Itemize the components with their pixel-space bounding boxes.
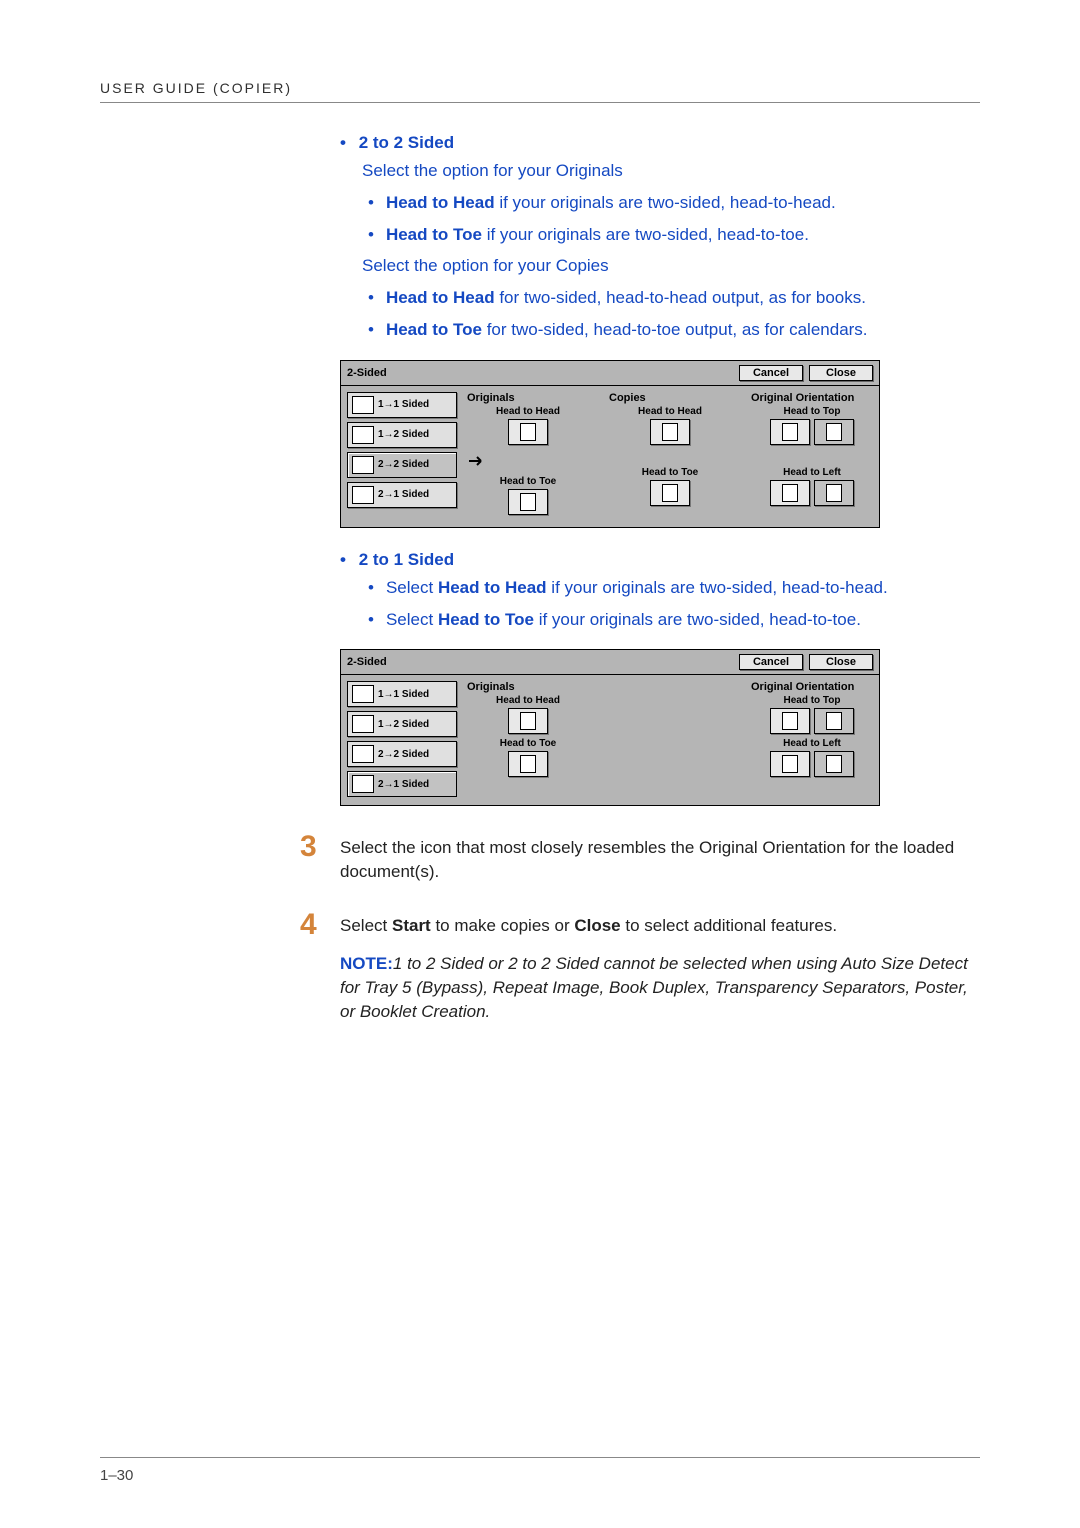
close-button-2[interactable]: Close (809, 654, 873, 670)
arrow-icon (467, 455, 487, 467)
opt-1to1-2[interactable]: 1→1 Sided (347, 681, 457, 707)
cancel-button-2[interactable]: Cancel (739, 654, 803, 670)
sides-icon (352, 775, 374, 793)
start-bold: Start (392, 916, 431, 935)
step-4-text: Select Start to make copies or Close to … (340, 908, 837, 942)
header-label: USER GUIDE (COPIER) (100, 80, 980, 96)
originals-col: Originals Head to Head Head to Toe (467, 392, 589, 519)
step-3-text: Select the icon that most closely resemb… (340, 830, 980, 884)
orient-left-left-btn[interactable] (770, 480, 810, 506)
panel-2to2: 2-Sided Cancel Close 1→1 Sided 1→2 Sided… (340, 360, 980, 528)
step-3-num: 3 (300, 830, 340, 884)
sides-icon (352, 486, 374, 504)
orientation-col: Original Orientation Head to Top Hea (751, 392, 873, 519)
side-options: 1→1 Sided 1→2 Sided 2→2 Sided 2→1 Sided (347, 392, 457, 519)
sides-icon (352, 685, 374, 703)
orient-left-right-btn[interactable] (814, 480, 854, 506)
sides-icon (352, 745, 374, 763)
heading-2to1: 2 to 1 Sided (340, 550, 980, 570)
bold-h2h-orig: Head to Head (386, 193, 495, 212)
panel-titlebar: 2-Sided Cancel Close (341, 361, 879, 386)
intro-copies: Select the option for your Copies (362, 254, 980, 278)
orient-top-left-btn[interactable] (770, 419, 810, 445)
bullet-h2t-copy: • Head to Toe for two-sided, head-to-toe… (368, 318, 980, 342)
orientation-col-2: Original Orientation Head to Top Head to… (751, 681, 873, 797)
note: NOTE:1 to 2 Sided or 2 to 2 Sided cannot… (340, 952, 980, 1023)
sides-icon (352, 715, 374, 733)
orient-left-left-btn-2[interactable] (770, 751, 810, 777)
step-3: 3 Select the icon that most closely rese… (100, 830, 980, 884)
originals-col-2: Originals Head to Head Head to Toe (467, 681, 589, 797)
opt-2to1-2[interactable]: 2→1 Sided (347, 771, 457, 797)
opt-1to1[interactable]: 1→1 Sided (347, 392, 457, 418)
page-icon (662, 484, 678, 502)
orient-left-right-btn-2[interactable] (814, 751, 854, 777)
orient-top-right-btn[interactable] (814, 419, 854, 445)
note-label: NOTE: (340, 954, 393, 973)
bullet-2to1-h2h: • Select Head to Head if your originals … (368, 576, 980, 600)
orig-h2h-btn-2[interactable] (508, 708, 548, 734)
orig-h2h-btn[interactable] (508, 419, 548, 445)
sides-icon (352, 396, 374, 414)
header-rule (100, 102, 980, 103)
opt-2to2-2[interactable]: 2→2 Sided (347, 741, 457, 767)
intro-originals: Select the option for your Originals (362, 159, 980, 183)
step-4-num: 4 (300, 908, 340, 942)
bullet-2to1-h2t: • Select Head to Toe if your originals a… (368, 608, 980, 632)
bold-2to1-h2h: Head to Head (438, 578, 547, 597)
page-icon (782, 484, 798, 502)
step-4: 4 Select Start to make copies or Close t… (100, 908, 980, 942)
orient-top-right-btn-2[interactable] (814, 708, 854, 734)
content-area: 2 to 2 Sided Select the option for your … (340, 133, 980, 806)
page-icon (520, 423, 536, 441)
page-icon (826, 484, 842, 502)
page-icon (782, 712, 798, 730)
copies-col: Copies Head to Head Head to Toe (609, 392, 731, 519)
orient-top-left-btn-2[interactable] (770, 708, 810, 734)
opt-1to2[interactable]: 1→2 Sided (347, 422, 457, 448)
spacer-col (609, 681, 731, 797)
opt-2to1[interactable]: 2→1 Sided (347, 482, 457, 508)
bullet-h2h-copy: • Head to Head for two-sided, head-to-he… (368, 286, 980, 310)
panel-titlebar-2: 2-Sided Cancel Close (341, 650, 879, 675)
page-icon (826, 712, 842, 730)
orig-h2t-btn-2[interactable] (508, 751, 548, 777)
heading-2to2: 2 to 2 Sided (340, 133, 980, 153)
copy-h2t-btn[interactable] (650, 480, 690, 506)
panel-title-2: 2-Sided (347, 656, 733, 668)
panel-title: 2-Sided (347, 367, 733, 379)
bold-h2t-orig: Head to Toe (386, 225, 482, 244)
bold-h2h-copy: Head to Head (386, 288, 495, 307)
page-icon (826, 423, 842, 441)
page-icon (520, 493, 536, 511)
close-button[interactable]: Close (809, 365, 873, 381)
page-icon (782, 755, 798, 773)
note-text: 1 to 2 Sided or 2 to 2 Sided cannot be s… (340, 954, 968, 1021)
cancel-button[interactable]: Cancel (739, 365, 803, 381)
page: USER GUIDE (COPIER) 2 to 2 Sided Select … (0, 0, 1080, 1528)
opt-2to2[interactable]: 2→2 Sided (347, 452, 457, 478)
bold-2to1-h2t: Head to Toe (438, 610, 534, 629)
bold-h2t-copy: Head to Toe (386, 320, 482, 339)
copy-h2h-btn[interactable] (650, 419, 690, 445)
page-number: 1–30 (100, 1467, 133, 1484)
page-icon (520, 755, 536, 773)
footer-rule (100, 1457, 980, 1458)
page-icon (520, 712, 536, 730)
page-icon (782, 423, 798, 441)
orig-h2t-btn[interactable] (508, 489, 548, 515)
opt-1to2-2[interactable]: 1→2 Sided (347, 711, 457, 737)
page-icon (826, 755, 842, 773)
sides-icon (352, 426, 374, 444)
bullet-h2h-orig: • Head to Head if your originals are two… (368, 191, 980, 215)
close-bold: Close (574, 916, 620, 935)
sides-icon (352, 456, 374, 474)
bullet-h2t-orig: • Head to Toe if your originals are two-… (368, 223, 980, 247)
panel-2to1: 2-Sided Cancel Close 1→1 Sided 1→2 Sided… (340, 649, 980, 806)
side-options-2: 1→1 Sided 1→2 Sided 2→2 Sided 2→1 Sided (347, 681, 457, 797)
page-icon (662, 423, 678, 441)
